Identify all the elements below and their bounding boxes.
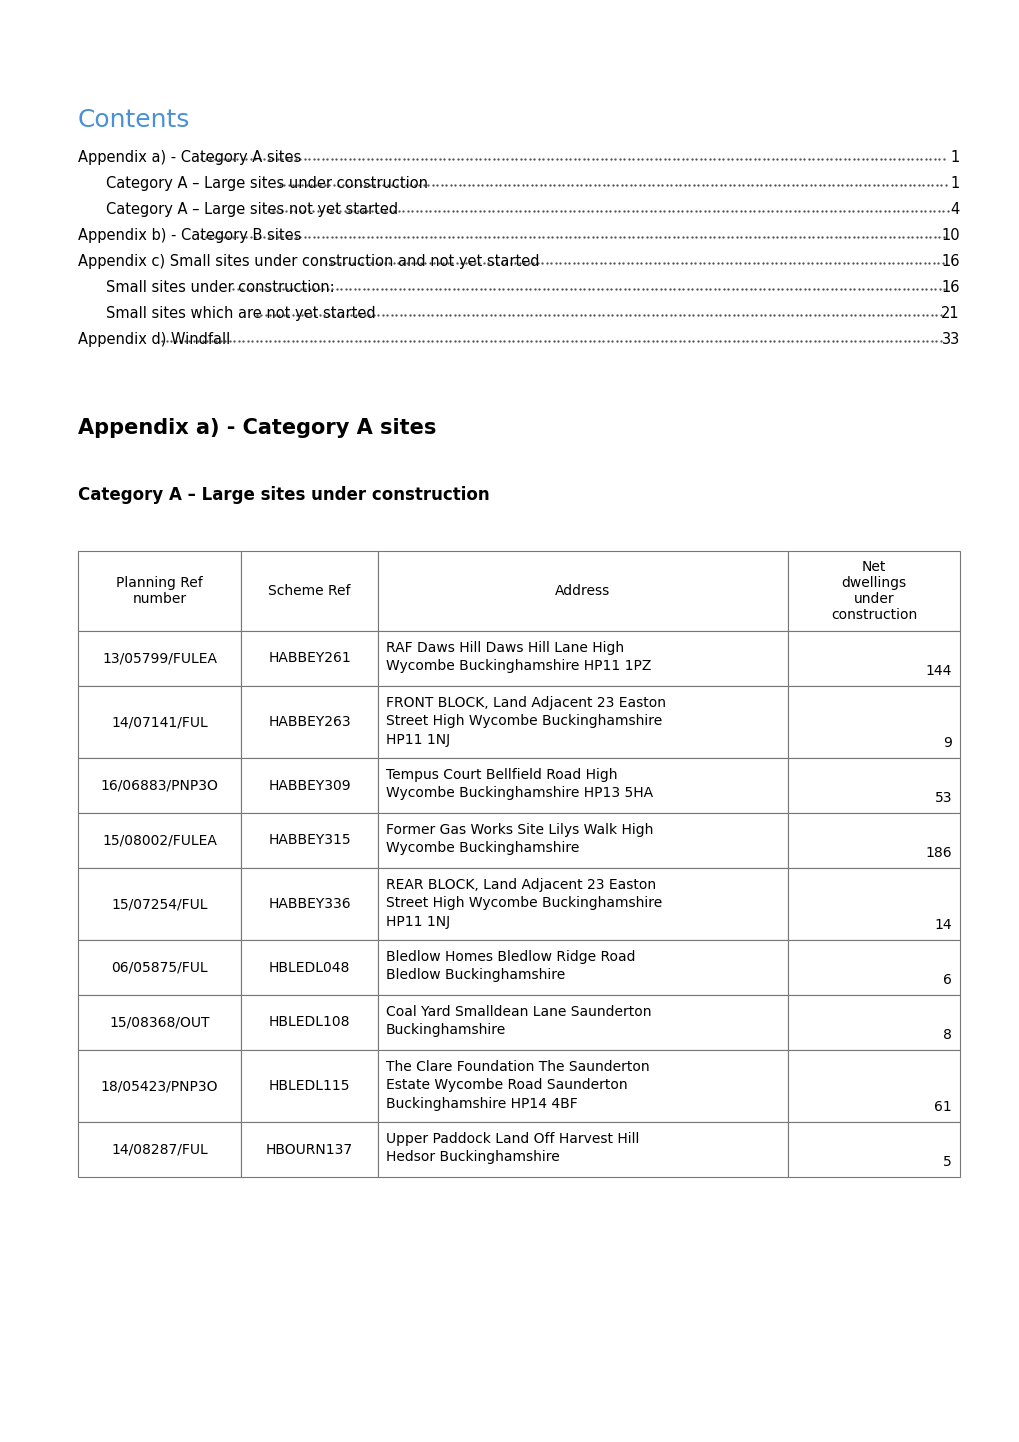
Bar: [240, 686, 377, 758]
Bar: [240, 1050, 377, 1122]
Text: 61: 61: [933, 1100, 951, 1115]
Bar: [377, 758, 788, 813]
Bar: [240, 758, 377, 813]
Text: Small sites which are not yet started: Small sites which are not yet started: [106, 306, 375, 322]
Text: Category A – Large sites under construction: Category A – Large sites under construct…: [106, 176, 428, 190]
Bar: [377, 868, 788, 940]
Text: 6: 6: [943, 973, 951, 986]
Bar: [377, 813, 788, 868]
Text: Bledlow Homes Bledlow Ridge Road
Bledlow Buckinghamshire: Bledlow Homes Bledlow Ridge Road Bledlow…: [385, 950, 635, 982]
Bar: [77, 1050, 240, 1122]
Text: 144: 144: [924, 663, 951, 678]
Text: 9: 9: [943, 735, 951, 750]
Text: Upper Paddock Land Off Harvest Hill
Hedsor Buckinghamshire: Upper Paddock Land Off Harvest Hill Heds…: [385, 1132, 639, 1164]
Text: HBLEDL115: HBLEDL115: [269, 1079, 350, 1093]
Text: 10: 10: [941, 228, 959, 244]
Text: 1: 1: [950, 176, 959, 190]
Text: HABBEY263: HABBEY263: [268, 715, 351, 730]
Text: 15/08368/OUT: 15/08368/OUT: [109, 1015, 210, 1030]
Bar: [788, 868, 959, 940]
Text: Category A – Large sites under construction: Category A – Large sites under construct…: [77, 486, 489, 505]
Bar: [77, 868, 240, 940]
Bar: [788, 1050, 959, 1122]
Text: RAF Daws Hill Daws Hill Lane High
Wycombe Buckinghamshire HP11 1PZ: RAF Daws Hill Daws Hill Lane High Wycomb…: [385, 642, 650, 673]
Bar: [788, 632, 959, 686]
Text: HBLEDL048: HBLEDL048: [269, 960, 350, 975]
Text: 15/07254/FUL: 15/07254/FUL: [111, 897, 208, 911]
Text: Appendix a) - Category A sites: Appendix a) - Category A sites: [77, 418, 436, 438]
Bar: [77, 632, 240, 686]
Bar: [240, 813, 377, 868]
Text: HABBEY309: HABBEY309: [268, 779, 351, 793]
Bar: [77, 758, 240, 813]
Text: REAR BLOCK, Land Adjacent 23 Easton
Street High Wycombe Buckinghamshire
HP11 1NJ: REAR BLOCK, Land Adjacent 23 Easton Stre…: [385, 878, 661, 929]
Bar: [377, 1122, 788, 1177]
Bar: [240, 551, 377, 632]
Text: Scheme Ref: Scheme Ref: [268, 584, 351, 598]
Text: Net
dwellings
under
construction: Net dwellings under construction: [830, 559, 916, 623]
Text: 33: 33: [941, 332, 959, 348]
Text: 53: 53: [933, 792, 951, 805]
Bar: [788, 551, 959, 632]
Bar: [788, 758, 959, 813]
Text: 06/05875/FUL: 06/05875/FUL: [111, 960, 208, 975]
Bar: [377, 632, 788, 686]
Bar: [788, 686, 959, 758]
Bar: [240, 868, 377, 940]
Text: Address: Address: [554, 584, 610, 598]
Bar: [377, 686, 788, 758]
Text: The Clare Foundation The Saunderton
Estate Wycombe Road Saunderton
Buckinghamshi: The Clare Foundation The Saunderton Esta…: [385, 1060, 649, 1110]
Text: HABBEY315: HABBEY315: [268, 833, 351, 848]
Text: Appendix c) Small sites under construction and not yet started: Appendix c) Small sites under constructi…: [77, 254, 539, 270]
Text: 5: 5: [943, 1155, 951, 1169]
Text: HABBEY336: HABBEY336: [268, 897, 351, 911]
Text: HBOURN137: HBOURN137: [266, 1142, 353, 1156]
Text: 14/08287/FUL: 14/08287/FUL: [111, 1142, 208, 1156]
Text: FRONT BLOCK, Land Adjacent 23 Easton
Street High Wycombe Buckinghamshire
HP11 1N: FRONT BLOCK, Land Adjacent 23 Easton Str…: [385, 696, 665, 747]
Bar: [240, 940, 377, 995]
Text: 13/05799/FULEA: 13/05799/FULEA: [102, 652, 217, 666]
Text: 1: 1: [950, 150, 959, 164]
Bar: [77, 940, 240, 995]
Text: 21: 21: [941, 306, 959, 322]
Bar: [377, 940, 788, 995]
Text: Small sites under construction:: Small sites under construction:: [106, 280, 334, 296]
Text: 14/07141/FUL: 14/07141/FUL: [111, 715, 208, 730]
Text: 186: 186: [924, 846, 951, 859]
Text: Appendix a) - Category A sites: Appendix a) - Category A sites: [77, 150, 301, 164]
Bar: [240, 632, 377, 686]
Text: 16: 16: [941, 280, 959, 296]
Text: Appendix d) Windfall: Appendix d) Windfall: [77, 332, 230, 348]
Bar: [377, 995, 788, 1050]
Text: Contents: Contents: [77, 108, 191, 133]
Bar: [788, 940, 959, 995]
Text: Former Gas Works Site Lilys Walk High
Wycombe Buckinghamshire: Former Gas Works Site Lilys Walk High Wy…: [385, 823, 652, 855]
Text: Category A – Large sites not yet started: Category A – Large sites not yet started: [106, 202, 397, 216]
Text: Planning Ref
number: Planning Ref number: [116, 575, 203, 606]
Bar: [77, 551, 240, 632]
Text: 16: 16: [941, 254, 959, 270]
Text: 16/06883/PNP3O: 16/06883/PNP3O: [101, 779, 218, 793]
Text: Coal Yard Smalldean Lane Saunderton
Buckinghamshire: Coal Yard Smalldean Lane Saunderton Buck…: [385, 1005, 651, 1037]
Bar: [377, 551, 788, 632]
Text: 15/08002/FULEA: 15/08002/FULEA: [102, 833, 217, 848]
Text: 14: 14: [933, 919, 951, 932]
Text: 8: 8: [943, 1028, 951, 1043]
Bar: [77, 813, 240, 868]
Bar: [377, 1050, 788, 1122]
Bar: [77, 995, 240, 1050]
Bar: [788, 813, 959, 868]
Text: Appendix b) - Category B sites: Appendix b) - Category B sites: [77, 228, 301, 244]
Text: HABBEY261: HABBEY261: [268, 652, 351, 666]
Text: HBLEDL108: HBLEDL108: [269, 1015, 350, 1030]
Bar: [77, 686, 240, 758]
Bar: [240, 995, 377, 1050]
Text: Tempus Court Bellfield Road High
Wycombe Buckinghamshire HP13 5HA: Tempus Court Bellfield Road High Wycombe…: [385, 769, 652, 800]
Text: 18/05423/PNP3O: 18/05423/PNP3O: [101, 1079, 218, 1093]
Text: 4: 4: [950, 202, 959, 216]
Bar: [240, 1122, 377, 1177]
Bar: [788, 1122, 959, 1177]
Bar: [77, 1122, 240, 1177]
Bar: [788, 995, 959, 1050]
